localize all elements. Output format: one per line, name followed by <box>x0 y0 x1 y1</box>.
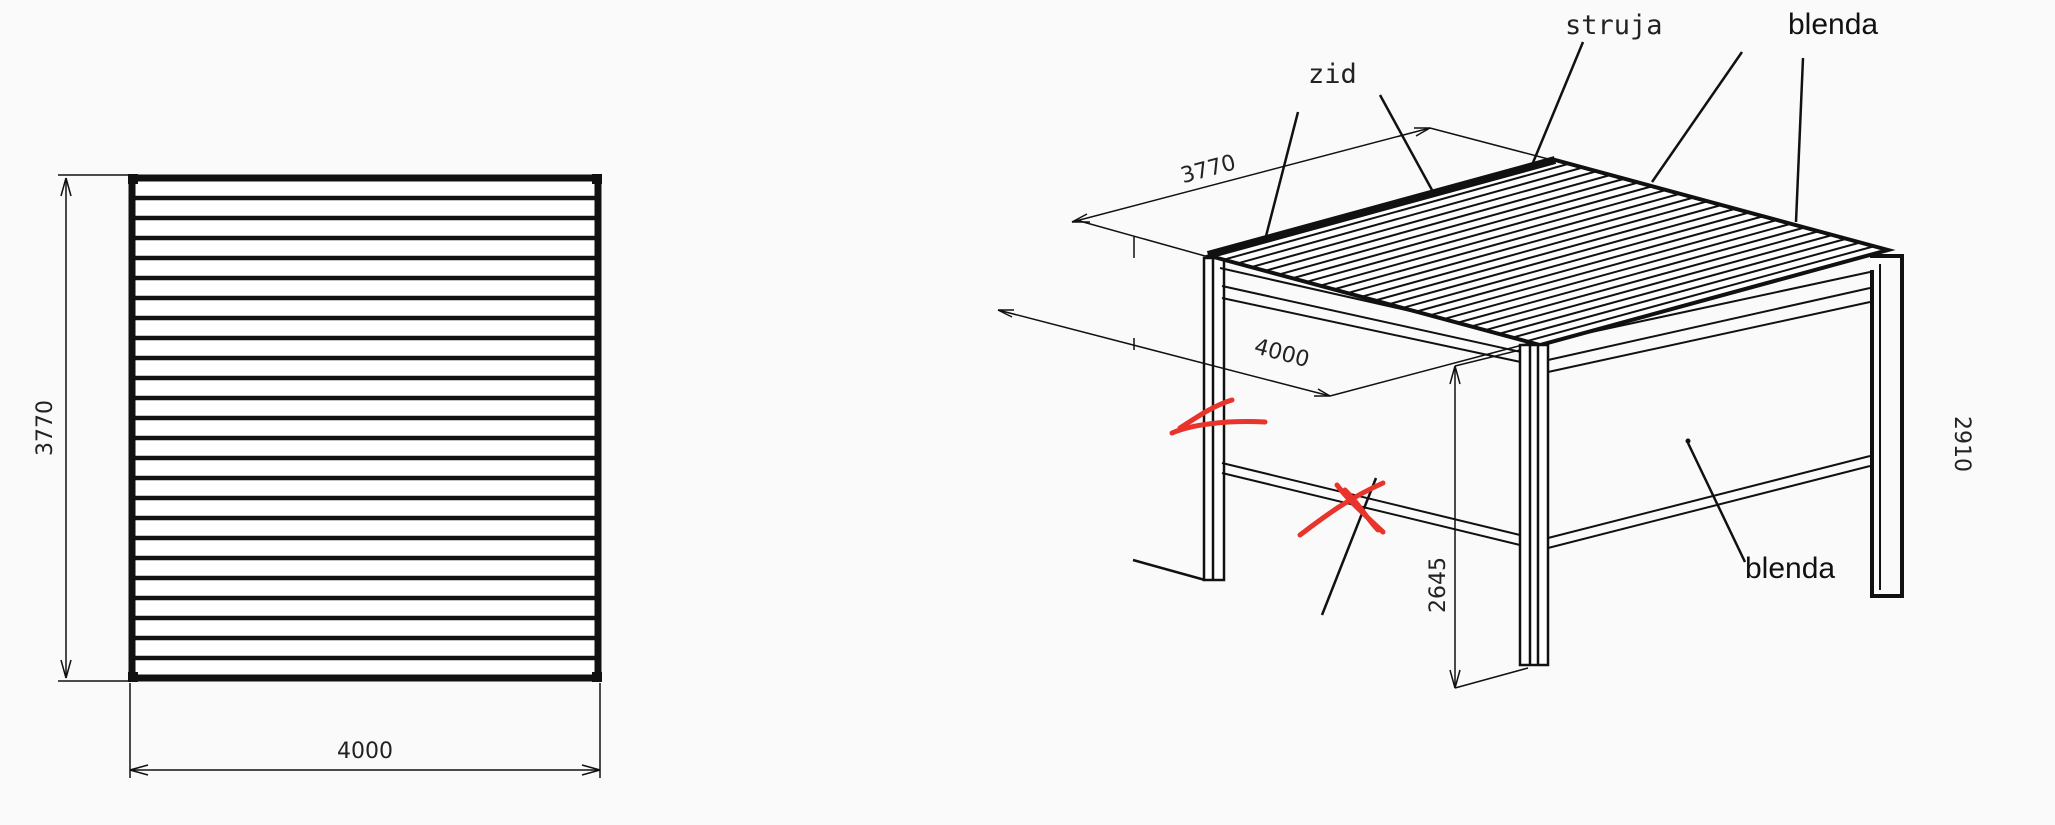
iso-roof-slat <box>1347 196 1695 295</box>
callout-power-label: struja <box>1565 10 1663 41</box>
leader-lines <box>1132 41 1805 616</box>
iso-roof-slat <box>1388 207 1736 306</box>
iso-roof-slat <box>1292 181 1639 280</box>
iso-roof-slat <box>1525 245 1875 343</box>
iso-roof-slat <box>1484 234 1833 332</box>
iso-post-right <box>1870 254 1904 598</box>
iso-roof-slat <box>1402 211 1750 309</box>
iso-roof-slat <box>1278 177 1625 276</box>
iso-roof-slat <box>1333 192 1681 291</box>
plan-post-br <box>592 672 602 682</box>
iso-roof-slat <box>1360 200 1708 298</box>
iso-roof-slat <box>1498 237 1847 335</box>
iso-rail-front-bottom <box>1547 455 1871 549</box>
iso-clear-height-dimension <box>1449 349 1529 689</box>
plan-post-bl <box>128 672 138 682</box>
iso-depth-label: 3770 <box>1178 150 1239 189</box>
plan-width-label: 4000 <box>337 739 393 764</box>
callout-wall-label: zid <box>1308 59 1357 90</box>
iso-roof-slat <box>1305 185 1653 283</box>
iso-roof-slat <box>1264 174 1611 272</box>
iso-total-height-label: 2910 <box>1949 416 1974 472</box>
iso-roof-slat <box>1457 226 1806 324</box>
iso-post-front <box>1518 343 1550 667</box>
plan-depth-dimension <box>58 174 132 682</box>
plan-frame <box>128 174 602 682</box>
plan-depth-label: 3770 <box>33 400 58 456</box>
plan-post-tr <box>592 174 602 184</box>
red-x-mark-center <box>1297 480 1386 538</box>
callout-blind-front-label: blenda <box>1745 552 1835 585</box>
iso-roof-slat <box>1223 162 1570 261</box>
red-x-mark-left <box>1169 397 1268 436</box>
plan-post-tl <box>128 174 138 184</box>
iso-depth-dimension <box>1071 127 1553 257</box>
iso-view: 3770 4000 2645 2910 <box>997 8 1974 689</box>
plan-view: 3770 4000 <box>33 174 602 778</box>
iso-roof-slat <box>1319 189 1667 287</box>
iso-roof-slat <box>1250 170 1597 269</box>
plan-slats <box>132 195 598 661</box>
iso-rail-left-bottom <box>1221 462 1521 546</box>
iso-width-label: 4000 <box>1251 334 1312 373</box>
callout-blind-top-label: blenda <box>1788 8 1878 41</box>
iso-roof-slat <box>1470 230 1819 328</box>
iso-width-dimension <box>997 236 1531 397</box>
iso-roof-slat <box>1443 222 1792 321</box>
iso-roof-slat <box>1429 219 1778 317</box>
leader-dot <box>1685 438 1691 444</box>
plan-width-dimension <box>129 683 601 778</box>
iso-roof-slats <box>1223 162 1875 343</box>
iso-roof-slat <box>1415 215 1764 313</box>
iso-roof-slat <box>1374 204 1722 302</box>
iso-post-left <box>1202 256 1226 582</box>
iso-roof-slat <box>1512 241 1861 339</box>
iso-clear-height-label: 2645 <box>1426 557 1451 613</box>
iso-roof-slat <box>1237 166 1584 265</box>
